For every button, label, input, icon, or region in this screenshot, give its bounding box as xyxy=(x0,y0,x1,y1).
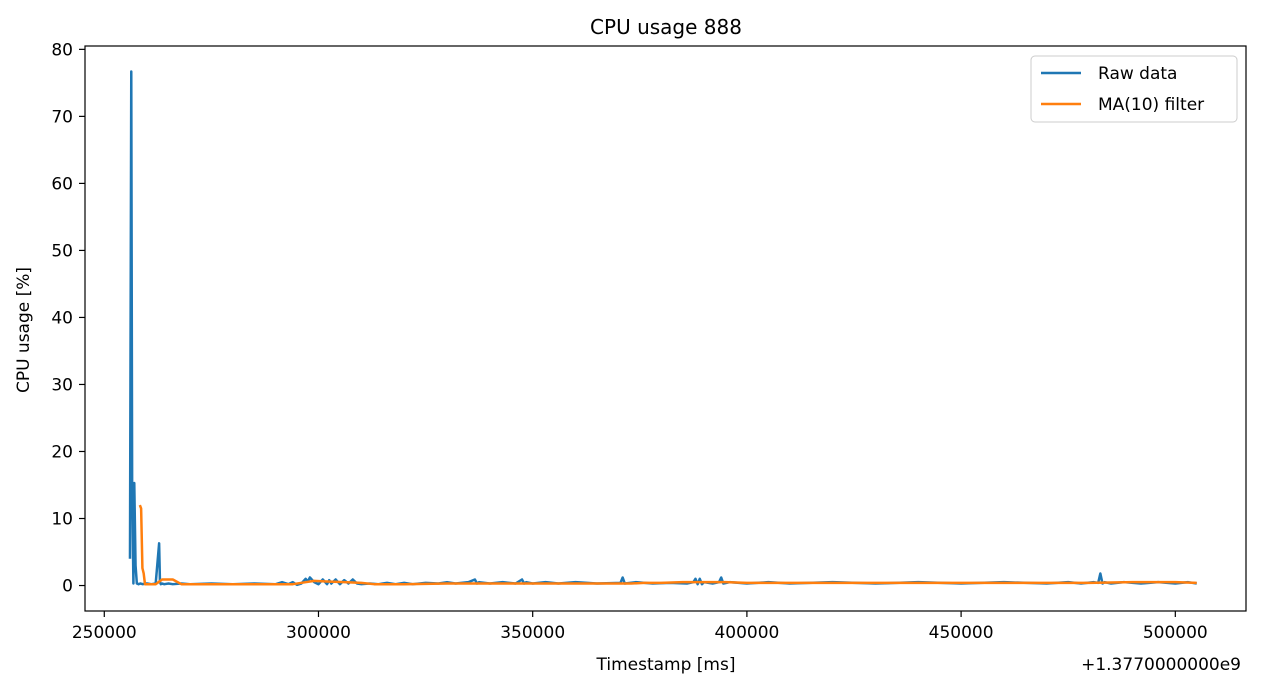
series-line-0 xyxy=(128,70,1197,587)
x-tick-label: 250000 xyxy=(72,623,137,643)
y-tick-label: 50 xyxy=(51,241,73,261)
y-tick-label: 30 xyxy=(51,375,73,395)
y-tick-label: 60 xyxy=(51,174,73,194)
legend-label-ma-filter: MA(10) filter xyxy=(1098,95,1204,115)
y-tick-label: 70 xyxy=(51,107,73,127)
legend: Raw data MA(10) filter xyxy=(1030,55,1238,123)
y-tick-label: 10 xyxy=(51,510,73,530)
x-axis-ticks: 250000 300000 350000 400000 450000 500000 xyxy=(72,611,1208,643)
y-axis-label: CPU usage [%] xyxy=(14,267,34,393)
plot-area-frame xyxy=(84,45,1247,612)
legend-label-raw-data: Raw data xyxy=(1098,64,1177,84)
x-tick-label: 500000 xyxy=(1143,623,1208,643)
x-tick-label: 350000 xyxy=(500,623,565,643)
y-tick-label: 80 xyxy=(51,40,73,60)
series-layer xyxy=(128,70,1197,587)
x-axis-label: Timestamp [ms] xyxy=(596,655,736,675)
y-axis-ticks: 0 10 20 30 40 50 60 70 80 xyxy=(51,40,85,597)
x-tick-label: 400000 xyxy=(714,623,779,643)
y-tick-label: 0 xyxy=(62,577,73,597)
x-tick-label: 450000 xyxy=(929,623,994,643)
y-tick-label: 20 xyxy=(51,442,73,462)
series-line-1 xyxy=(138,504,1197,586)
chart-title: CPU usage 888 xyxy=(590,15,742,39)
legend-box xyxy=(1030,55,1238,123)
y-tick-label: 40 xyxy=(51,308,73,328)
x-tick-label: 300000 xyxy=(286,623,351,643)
x-axis-offset-label: +1.3770000000e9 xyxy=(1081,655,1241,675)
